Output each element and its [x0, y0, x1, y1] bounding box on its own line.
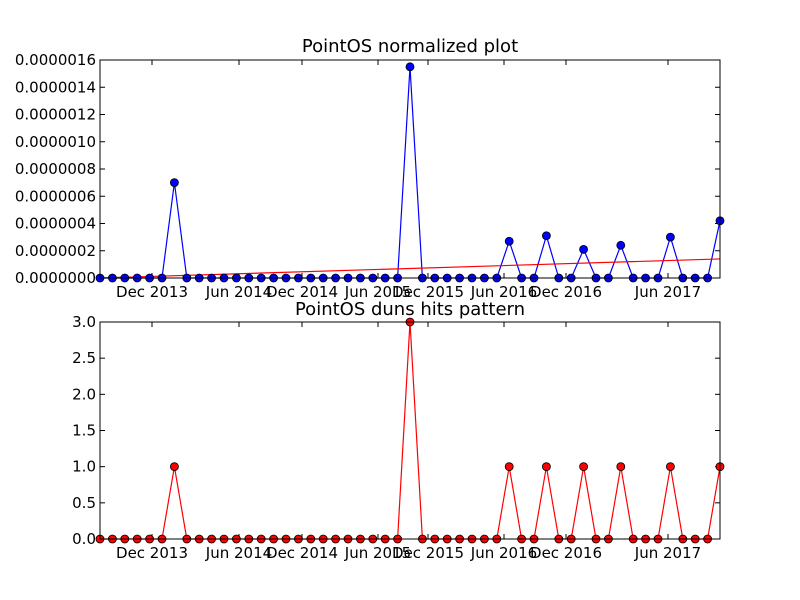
- data-point: [542, 462, 551, 472]
- chart-title: PointOS normalized plot: [302, 36, 518, 57]
- y-tick-label: 3.0: [72, 313, 96, 331]
- x-tick-label: Dec 2013: [116, 283, 188, 301]
- data-point: [616, 240, 626, 250]
- data-point: [405, 62, 415, 72]
- data-point: [504, 462, 514, 472]
- data-point: [504, 236, 514, 246]
- y-tick-label: 1.5: [72, 422, 96, 440]
- data-point: [616, 462, 626, 472]
- y-tick-label: 0.0000004: [15, 215, 96, 233]
- x-tick-label: Jun 2017: [634, 544, 701, 562]
- y-tick-label: 1.0: [72, 458, 96, 476]
- data-point: [579, 244, 588, 254]
- y-tick-label: 0.0000016: [15, 51, 96, 69]
- x-tick-label: Dec 2016: [530, 544, 602, 562]
- y-tick-label: 0.5: [72, 494, 96, 512]
- y-tick-label: 0.0000012: [15, 106, 96, 124]
- x-tick-label: Jun 2015: [344, 283, 411, 301]
- data-point: [169, 462, 179, 472]
- y-tick-label: 0.0: [72, 530, 96, 548]
- axes-frame: [99, 321, 721, 540]
- y-tick-label: 0.0000010: [15, 133, 96, 151]
- data-point: [169, 178, 179, 188]
- x-tick-label: Jun 2014: [205, 544, 272, 562]
- chart-title: PointOS duns hits pattern: [295, 299, 525, 320]
- axes-frame: [99, 59, 721, 279]
- y-tick-label: 2.0: [72, 385, 96, 403]
- y-tick-label: 0.0000002: [15, 242, 96, 260]
- trend-line: [99, 258, 721, 279]
- y-tick-label: 0.0000006: [15, 187, 96, 205]
- x-tick-label: Jun 2014: [205, 283, 272, 301]
- x-tick-label: Dec 2014: [266, 283, 338, 301]
- data-point: [666, 232, 675, 242]
- y-tick-label: 0.0000000: [15, 269, 96, 287]
- x-tick-label: Dec 2016: [530, 283, 602, 301]
- x-tick-label: Dec 2015: [392, 544, 464, 562]
- plot-area: 0.0000000 0.0000002 0.0000004 0.0000006 0.00…: [15, 51, 725, 301]
- data-point: [666, 462, 675, 472]
- x-tick-label: Jun 2017: [634, 283, 701, 301]
- data-point: [579, 462, 588, 472]
- data-point: [542, 231, 551, 241]
- normalized-plot: PointOS normalized plot 0.00000000.00000…: [15, 36, 725, 301]
- x-tick-label: Jun 2016: [470, 544, 537, 562]
- x-tick-label: Dec 2013: [116, 544, 188, 562]
- x-tick-label: Dec 2014: [266, 544, 338, 562]
- y-tick-label: 0.0000008: [15, 160, 96, 178]
- x-tick-label: Jun 2016: [470, 283, 537, 301]
- x-tick-label: Dec 2015: [392, 283, 464, 301]
- y-tick-label: 0.0000014: [15, 78, 96, 96]
- y-tick-label: 2.5: [72, 349, 96, 367]
- duns-hits-plot: PointOS duns hits pattern 0.0 0.5 1.0 1.5 2.…: [72, 299, 725, 562]
- x-tick-label: Jun 2015: [344, 544, 411, 562]
